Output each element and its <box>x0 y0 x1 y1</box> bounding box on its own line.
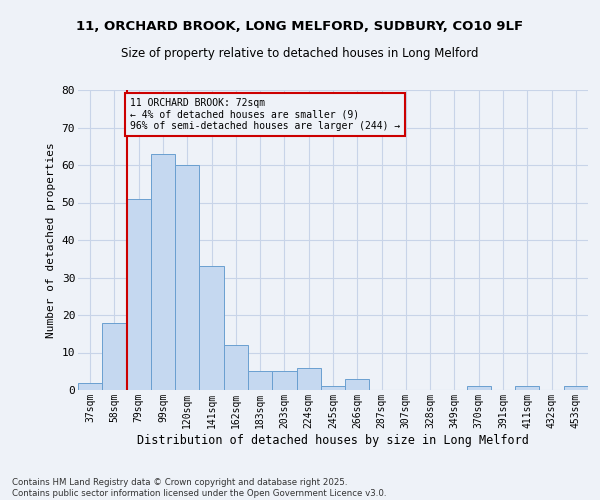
Bar <box>127 198 151 390</box>
Bar <box>515 386 539 390</box>
Text: 11 ORCHARD BROOK: 72sqm
← 4% of detached houses are smaller (9)
96% of semi-deta: 11 ORCHARD BROOK: 72sqm ← 4% of detached… <box>130 98 400 130</box>
Bar <box>151 154 175 390</box>
X-axis label: Distribution of detached houses by size in Long Melford: Distribution of detached houses by size … <box>137 434 529 446</box>
Bar <box>78 382 102 390</box>
Text: Contains HM Land Registry data © Crown copyright and database right 2025.
Contai: Contains HM Land Registry data © Crown c… <box>12 478 386 498</box>
Bar <box>102 322 127 390</box>
Bar <box>296 368 321 390</box>
Bar <box>175 165 199 390</box>
Text: 11, ORCHARD BROOK, LONG MELFORD, SUDBURY, CO10 9LF: 11, ORCHARD BROOK, LONG MELFORD, SUDBURY… <box>76 20 524 33</box>
Y-axis label: Number of detached properties: Number of detached properties <box>46 142 56 338</box>
Bar <box>321 386 345 390</box>
Bar <box>345 379 370 390</box>
Bar <box>272 371 296 390</box>
Bar <box>467 386 491 390</box>
Bar <box>248 371 272 390</box>
Bar <box>564 386 588 390</box>
Bar <box>224 345 248 390</box>
Bar <box>199 266 224 390</box>
Text: Size of property relative to detached houses in Long Melford: Size of property relative to detached ho… <box>121 48 479 60</box>
